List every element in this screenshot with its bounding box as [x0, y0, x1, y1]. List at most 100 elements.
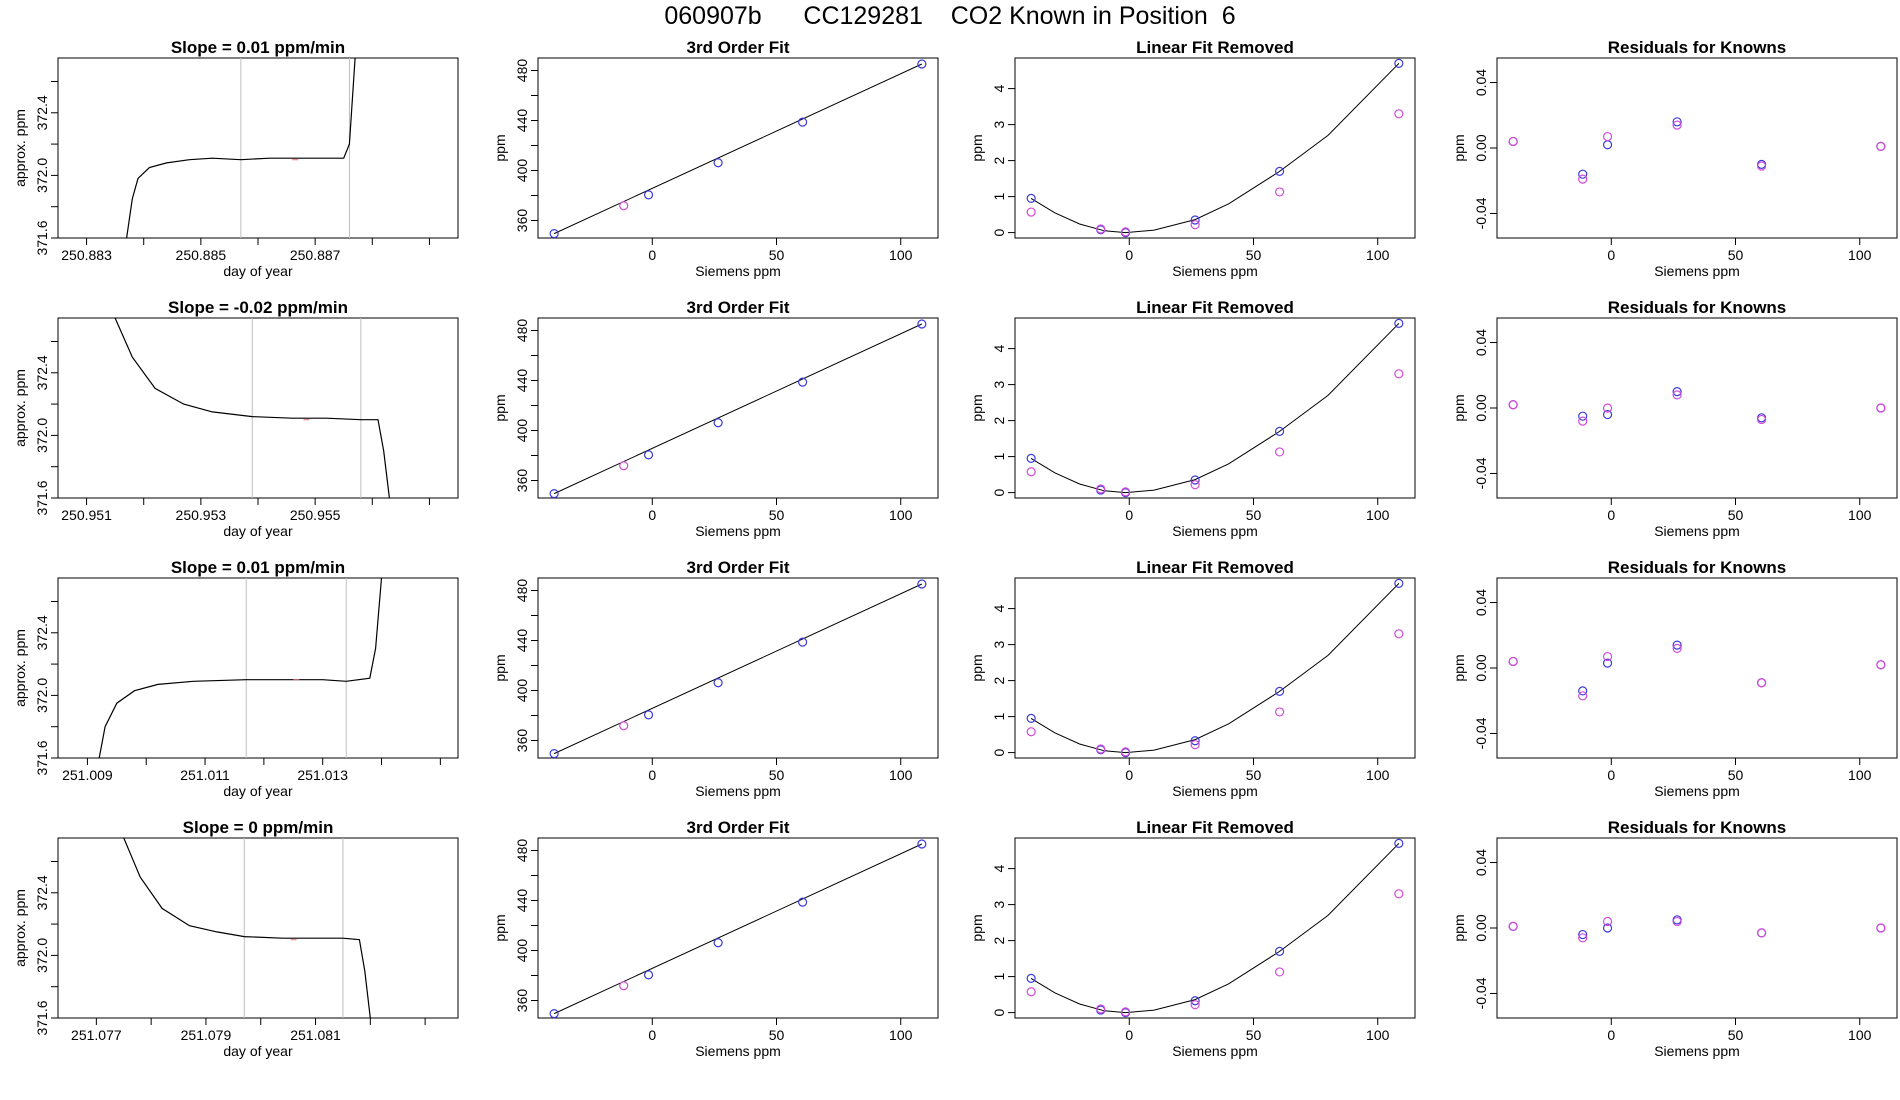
x-tick-label: 50	[769, 247, 785, 263]
x-tick-label: 100	[889, 507, 913, 523]
data-point-magenta	[1672, 916, 1682, 927]
y-axis-label: ppm	[492, 914, 508, 941]
y-tick-label: 2	[991, 676, 1007, 684]
y-tick-label: 2	[991, 156, 1007, 164]
plot-marks	[123, 838, 371, 1018]
plot-frame	[1496, 57, 1898, 239]
data-point-blue	[549, 1009, 559, 1018]
data-point-magenta	[1508, 136, 1518, 147]
plot-frame	[537, 577, 939, 759]
x-tick-label: 100	[1366, 247, 1390, 263]
x-tick-label: 50	[1728, 507, 1744, 523]
y-tick-label: 400	[514, 419, 530, 443]
y-tick-label: 360	[514, 729, 530, 753]
x-axis-label: day of year	[223, 263, 293, 279]
panel-title: Slope = 0 ppm/min	[183, 818, 334, 837]
x-axis-label: Siemens ppm	[1172, 1043, 1258, 1059]
y-tick-label: 0.04	[1473, 589, 1489, 616]
y-tick-label: 372.4	[34, 355, 50, 390]
data-point-magenta	[1876, 923, 1886, 933]
y-tick-label: 3	[991, 380, 1007, 388]
y-tick-label: 1	[991, 192, 1007, 200]
x-tick-label: 100	[1366, 507, 1390, 523]
data-point-blue	[713, 158, 723, 168]
data-point-magenta	[1578, 416, 1588, 426]
x-tick-label: 50	[769, 1027, 785, 1043]
y-tick-label: 480	[514, 579, 530, 603]
data-point-magenta	[1876, 403, 1886, 413]
y-axis-label: ppm	[1451, 134, 1467, 161]
data-point-magenta	[1578, 691, 1588, 701]
x-tick-label: 0	[1125, 507, 1133, 523]
panel-r3-linear_removed: Linear Fit Removed 0 50 100 Siemens ppm 0 1 2 3 4…	[969, 558, 1416, 799]
plot-marks	[1026, 58, 1404, 238]
panel-title: Residuals for Knowns	[1608, 818, 1787, 837]
data-point-blue	[797, 377, 808, 387]
fit-curve	[1030, 63, 1400, 234]
data-point-magenta	[1602, 403, 1613, 413]
y-axis-label: ppm	[492, 394, 508, 421]
x-tick-label: 100	[1366, 1027, 1390, 1043]
panel-title: Residuals for Knowns	[1608, 558, 1787, 577]
tank-id: CC129281	[803, 2, 923, 30]
data-point-magenta	[1672, 643, 1682, 653]
data-point-magenta	[1756, 678, 1767, 688]
data-point-magenta	[1876, 141, 1886, 151]
x-tick-label: 100	[889, 247, 913, 263]
x-tick-label: 50	[1246, 507, 1262, 523]
y-tick-label: 372.0	[34, 158, 50, 193]
x-tick-label: 0	[1125, 247, 1133, 263]
data-point-blue	[713, 418, 723, 428]
data-point-blue	[1578, 169, 1588, 179]
fit-line	[553, 843, 923, 1015]
data-point-magenta	[619, 721, 629, 731]
panel-r1-timeseries: Slope = 0.01 ppm/min 250.883 250.885 250.88…	[12, 38, 459, 279]
data-point-blue	[797, 897, 808, 907]
data-point-magenta	[1274, 187, 1285, 197]
panel-title: 3rd Order Fit	[687, 38, 790, 57]
y-tick-label: 371.6	[34, 740, 50, 775]
data-point-blue	[917, 839, 927, 849]
panel-r1-residuals: Residuals for Knowns 0 50 100 Siemens ppm -0.…	[1451, 38, 1898, 279]
data-point-magenta	[1120, 747, 1131, 757]
data-point-blue	[1026, 713, 1036, 724]
y-tick-label: 4	[991, 864, 1007, 872]
y-tick-label: -0.04	[1473, 457, 1489, 489]
y-tick-label: 0	[991, 748, 1007, 756]
y-axis-label: ppm	[1451, 654, 1467, 681]
x-tick-label: 0	[648, 767, 656, 783]
y-tick-label: 372.0	[34, 678, 50, 713]
data-point-magenta	[1190, 1000, 1200, 1010]
data-point-blue	[713, 678, 723, 688]
y-tick-label: 360	[514, 989, 530, 1013]
panel-r3-timeseries: Slope = 0.01 ppm/min 251.009 251.011 251.01…	[12, 558, 459, 799]
y-tick-label: 0	[991, 1008, 1007, 1016]
fit-line	[553, 583, 923, 755]
y-tick-label: 1	[991, 452, 1007, 460]
plot-marks	[549, 839, 927, 1018]
panel-r3-residuals: Residuals for Knowns 0 50 100 Siemens ppm -0.…	[1451, 558, 1898, 799]
data-point-magenta	[1672, 390, 1682, 400]
x-tick-label: 251.077	[71, 1027, 122, 1043]
data-point-blue	[1394, 58, 1404, 69]
panel-r1-fit3: 3rd Order Fit 0 50 100 Siemens ppm 360 400 440 4…	[492, 38, 939, 279]
y-tick-label: 0.00	[1473, 914, 1489, 941]
panel-r4-fit3: 3rd Order Fit 0 50 100 Siemens ppm 360 400 440 4…	[492, 818, 939, 1059]
data-point-blue	[1190, 475, 1200, 485]
x-axis-label: Siemens ppm	[695, 263, 781, 279]
data-point-magenta	[1394, 369, 1404, 379]
panel-title: Slope = 0.01 ppm/min	[171, 558, 345, 577]
y-tick-label: 2	[991, 416, 1007, 424]
y-tick-label: 371.6	[34, 220, 50, 255]
data-point-magenta	[1578, 174, 1588, 184]
y-tick-label: 4	[991, 604, 1007, 612]
plot-marks	[549, 59, 927, 238]
plot-marks	[98, 578, 383, 758]
y-tick-label: 480	[514, 839, 530, 863]
plot-marks	[1026, 318, 1404, 498]
data-point-blue	[1190, 736, 1200, 746]
data-point-blue	[797, 117, 808, 127]
y-axis-label: ppm	[1451, 914, 1467, 941]
plot-frame	[57, 837, 459, 1019]
